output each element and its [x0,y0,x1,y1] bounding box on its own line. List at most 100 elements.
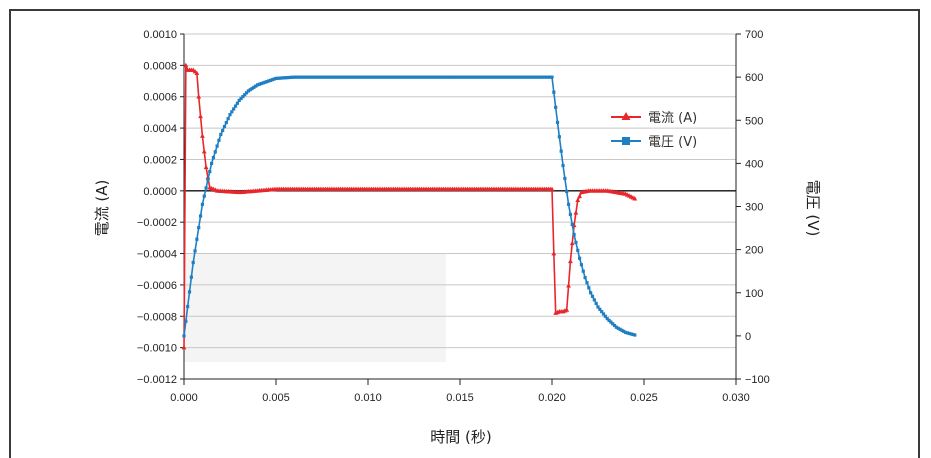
data-point [493,75,497,79]
right-tick-label: 0 [745,331,751,343]
data-point [557,135,561,139]
data-point [566,283,571,288]
data-point [370,75,374,79]
legend-voltage-label: 電圧 (V) [648,135,697,150]
data-point [403,75,407,79]
data-point [272,77,276,81]
data-point [577,193,582,199]
data-point [201,149,207,154]
data-point [336,75,341,79]
data-point [224,120,228,125]
data-point [559,149,563,153]
right-tick-label: −100 [745,374,770,386]
data-point [546,75,550,79]
data-point [329,75,333,79]
data-point [564,307,570,312]
data-point [397,75,401,79]
data-point [267,79,271,83]
data-point [327,75,331,79]
data-point [549,186,555,192]
data-point [513,75,517,79]
data-point [335,75,339,79]
data-point [244,91,249,95]
data-point [394,75,398,79]
data-point [197,226,201,230]
data-point [596,305,600,309]
data-point [574,240,578,245]
data-point [589,291,593,295]
data-point [342,75,346,79]
data-point [600,310,604,314]
data-point [539,75,543,79]
data-point [384,75,388,79]
data-point [565,189,569,194]
data-point [629,332,633,336]
data-point [489,75,493,79]
data-point [524,75,528,79]
data-point [184,319,188,323]
data-point [203,164,209,170]
data-point [265,80,269,84]
data-point [303,75,308,79]
data-point [371,75,376,79]
data-point [296,75,300,79]
data-point [526,75,530,79]
data-point [226,117,230,121]
data-point [535,75,539,79]
data-point [572,232,576,237]
data-point [561,163,565,168]
left-tick-label: 0.0004 [143,123,177,135]
data-point [603,314,607,318]
data-point [281,76,285,80]
data-point [421,75,425,79]
data-point [259,81,263,86]
data-point [552,90,556,94]
data-point [533,75,538,79]
chart-frame [9,9,920,458]
data-point [509,75,514,79]
data-point [406,75,411,79]
data-point [508,75,512,79]
data-point [438,75,442,79]
data-point [196,94,202,99]
data-point [399,75,403,79]
left-tick-label: 0.0010 [143,29,177,41]
data-point [322,75,326,79]
data-point [183,62,189,68]
data-point [302,75,306,79]
right-axis-title: 電圧 (V) [804,180,822,237]
data-point [366,75,370,79]
data-point [460,75,464,79]
data-point [620,328,624,332]
data-point [390,75,394,79]
data-point [318,75,322,79]
data-point [537,75,541,79]
data-point [222,124,227,129]
data-point [410,75,414,79]
data-point [598,307,602,311]
legend-voltage-marker-icon [622,137,630,145]
data-point [495,75,499,79]
plot-shading [184,254,446,362]
data-point [213,150,217,154]
data-point [313,75,317,79]
data-point [548,75,552,79]
data-point [414,75,418,79]
data-point [581,269,585,273]
data-point [233,104,238,108]
data-point [522,75,526,79]
left-tick-label: −0.0008 [137,311,177,323]
data-point [307,75,311,79]
legend-item-current: 電流 (A) [611,111,697,126]
data-point [287,75,291,80]
data-point [186,304,190,309]
data-point [517,75,521,79]
data-point [355,75,359,79]
data-point [340,75,344,79]
data-point [230,110,234,114]
data-point [405,75,409,79]
data-point [632,196,638,201]
data-point [381,75,385,79]
data-point [624,330,628,335]
